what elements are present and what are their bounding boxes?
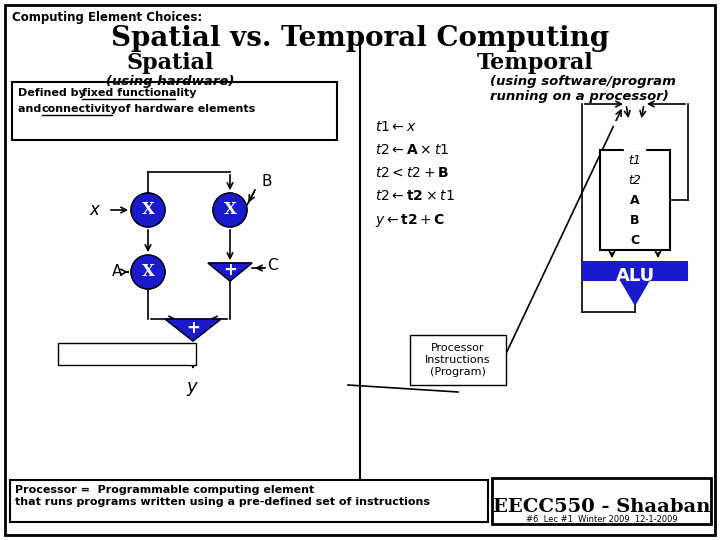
Text: EECC550 - Shaaban: EECC550 - Shaaban: [493, 498, 711, 516]
Bar: [10, 480, 488, 522]
Text: fixed functionality: fixed functionality: [82, 88, 197, 98]
Text: t2: t2: [629, 173, 642, 186]
Text: A: A: [112, 265, 122, 280]
Circle shape: [131, 193, 165, 227]
Text: $y$: $y$: [186, 380, 199, 398]
Text: t1: t1: [629, 153, 642, 166]
Text: Hardware Block Diagram: Hardware Block Diagram: [62, 349, 192, 359]
Text: $t2 \leftarrow \mathbf{t2} \times t1$: $t2 \leftarrow \mathbf{t2} \times t1$: [375, 189, 455, 203]
Text: B: B: [262, 174, 272, 190]
Text: #6  Lec #1  Winter 2009  12-1-2009: #6 Lec #1 Winter 2009 12-1-2009: [526, 515, 678, 524]
Text: C: C: [631, 233, 639, 246]
Polygon shape: [165, 319, 221, 341]
Bar: [58, 343, 196, 365]
Text: +: +: [223, 261, 237, 279]
Text: A: A: [630, 193, 640, 206]
Text: X: X: [223, 201, 236, 219]
Text: B: B: [630, 213, 640, 226]
Text: connectivity: connectivity: [42, 104, 119, 114]
Polygon shape: [613, 122, 657, 150]
Text: $x$: $x$: [89, 201, 102, 219]
Text: $t2 < t2 + \mathbf{B}$: $t2 < t2 + \mathbf{B}$: [375, 166, 449, 180]
Text: C: C: [266, 258, 277, 273]
Text: $t1 \leftarrow x$: $t1 \leftarrow x$: [375, 120, 417, 134]
Text: ALU: ALU: [616, 267, 654, 285]
Bar: [600, 150, 670, 250]
Bar: [410, 335, 506, 385]
Text: and: and: [18, 104, 45, 114]
Text: X: X: [142, 201, 155, 219]
Text: Temporal: Temporal: [477, 52, 593, 74]
FancyBboxPatch shape: [492, 478, 711, 524]
Text: Spatial: Spatial: [126, 52, 214, 74]
Bar: [12, 82, 337, 140]
Circle shape: [131, 255, 165, 289]
Text: Processor
Instructions
(Program): Processor Instructions (Program): [426, 343, 491, 376]
Text: +: +: [186, 319, 200, 337]
Text: Computing Element Choices:: Computing Element Choices:: [12, 11, 202, 24]
Text: (using hardware): (using hardware): [106, 75, 234, 88]
Text: Spatial vs. Temporal Computing: Spatial vs. Temporal Computing: [111, 25, 609, 52]
Polygon shape: [208, 263, 252, 281]
Text: X: X: [142, 264, 155, 280]
Polygon shape: [583, 262, 687, 304]
Text: $y \leftarrow \mathbf{t2} + \mathbf{C}$: $y \leftarrow \mathbf{t2} + \mathbf{C}$: [375, 212, 445, 229]
Text: Defined by: Defined by: [18, 88, 89, 98]
Text: (using software/program
running on a processor): (using software/program running on a pro…: [490, 75, 676, 103]
Text: of hardware elements: of hardware elements: [114, 104, 256, 114]
Text: Processor =  Programmable computing element
that runs programs written using a p: Processor = Programmable computing eleme…: [15, 485, 430, 507]
Text: $t2 \leftarrow \mathbf{A} \times t1$: $t2 \leftarrow \mathbf{A} \times t1$: [375, 143, 449, 157]
Circle shape: [213, 193, 247, 227]
